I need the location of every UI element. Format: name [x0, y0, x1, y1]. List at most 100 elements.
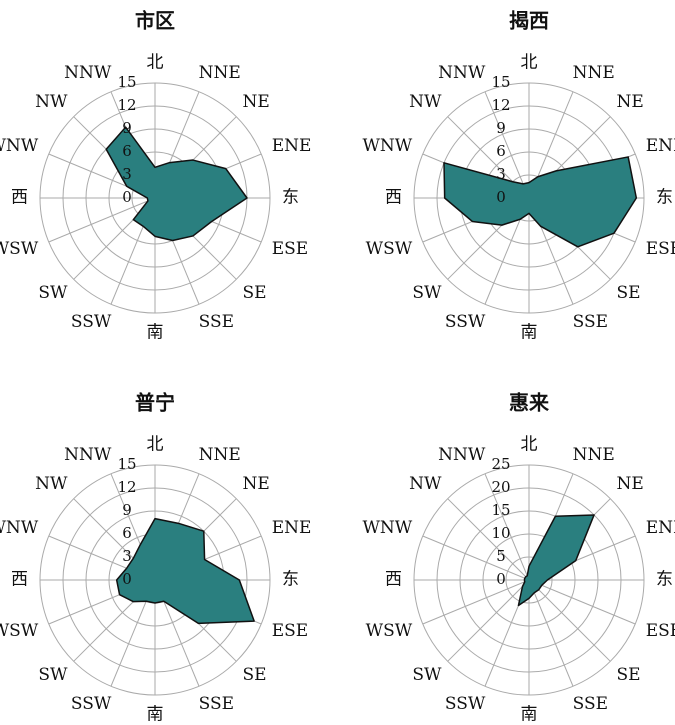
category-label: SW [38, 283, 68, 303]
radar-area [517, 514, 595, 607]
category-label: WNW [0, 136, 39, 156]
spoke [528, 579, 574, 687]
spoke [528, 579, 611, 662]
y-tick-label: 15 [117, 455, 136, 473]
category-label: ESE [272, 239, 308, 259]
chart-title: 市区 [135, 9, 175, 33]
category-label: SE [242, 283, 266, 303]
y-tick-label: 15 [117, 73, 136, 91]
category-label: 北 [521, 435, 538, 455]
category-label: ENE [272, 136, 312, 156]
category-label: 西 [11, 570, 28, 590]
category-label: SW [38, 665, 68, 685]
category-label: ENE [646, 136, 675, 156]
category-label: NE [616, 92, 643, 112]
spoke [447, 579, 530, 662]
category-label: WSW [366, 621, 413, 641]
y-tick-label: 3 [122, 547, 132, 565]
category-label: SSE [199, 312, 234, 332]
category-label: ENE [646, 518, 675, 538]
y-tick-label: 9 [496, 119, 506, 137]
category-label: SW [412, 283, 442, 303]
category-label: NE [242, 92, 269, 112]
category-label: SSW [71, 312, 112, 332]
category-label: NE [616, 474, 643, 494]
radar-area [115, 517, 255, 625]
category-label: 东 [656, 570, 673, 590]
category-label: NW [409, 92, 442, 112]
category-label: WNW [362, 136, 412, 156]
category-label: NNE [199, 445, 241, 465]
y-tick-label: 25 [491, 455, 510, 473]
category-label: 东 [282, 188, 299, 208]
chart-title: 惠来 [509, 391, 550, 415]
category-label: SSW [445, 312, 486, 332]
y-tick-label: 6 [122, 142, 132, 160]
category-label: 东 [656, 188, 673, 208]
category-label: 西 [385, 570, 402, 590]
category-label: ESE [646, 621, 675, 641]
category-label: NNW [438, 63, 486, 83]
category-label: ESE [646, 239, 675, 259]
category-label: WNW [362, 518, 412, 538]
category-label: 南 [521, 705, 538, 725]
y-tick-label: 5 [496, 547, 506, 565]
category-label: 南 [147, 705, 164, 725]
category-label: 西 [11, 188, 28, 208]
category-label: ESE [272, 621, 308, 641]
spoke [422, 535, 530, 581]
category-label: WSW [0, 621, 39, 641]
y-tick-label: 9 [122, 119, 132, 137]
category-label: SSW [445, 694, 486, 714]
spoke [484, 473, 530, 581]
y-tick-label: 0 [122, 570, 132, 588]
category-label: 南 [147, 323, 164, 343]
y-tick-label: 20 [491, 478, 510, 496]
spoke [447, 498, 530, 581]
y-tick-label: 10 [491, 524, 510, 542]
category-label: SSE [573, 312, 608, 332]
y-tick-label: 0 [122, 188, 132, 206]
category-label: WSW [0, 239, 39, 259]
spoke [422, 579, 530, 625]
category-label: 北 [147, 435, 164, 455]
category-label: SW [412, 665, 442, 685]
chart-title: 揭西 [509, 9, 549, 33]
spoke [484, 91, 530, 199]
y-tick-label: 15 [491, 73, 510, 91]
category-label: SE [242, 665, 266, 685]
category-label: NNE [573, 445, 615, 465]
category-label: 北 [147, 53, 164, 73]
category-label: NNE [573, 63, 615, 83]
category-label: 东 [282, 570, 299, 590]
y-tick-label: 12 [491, 96, 510, 114]
category-label: NNW [438, 445, 486, 465]
category-label: SSW [71, 694, 112, 714]
radar-area [105, 126, 248, 242]
category-label: NNE [199, 63, 241, 83]
y-tick-label: 6 [122, 524, 132, 542]
chart-title: 普宁 [135, 391, 175, 415]
category-label: NE [242, 474, 269, 494]
y-tick-label: 0 [496, 570, 506, 588]
y-tick-label: 6 [496, 142, 506, 160]
spoke [48, 197, 156, 243]
y-tick-label: 12 [117, 96, 136, 114]
y-tick-label: 15 [491, 501, 510, 519]
category-label: NNW [64, 445, 112, 465]
y-tick-label: 9 [122, 501, 132, 519]
radar-area [443, 156, 638, 248]
category-label: WNW [0, 518, 39, 538]
category-label: ENE [272, 518, 312, 538]
y-tick-label: 12 [117, 478, 136, 496]
category-label: 南 [521, 323, 538, 343]
y-tick-label: 0 [496, 188, 506, 206]
category-label: 北 [521, 53, 538, 73]
category-label: NW [409, 474, 442, 494]
spoke [528, 579, 636, 625]
category-label: SE [616, 665, 640, 685]
category-label: NW [35, 474, 68, 494]
category-label: WSW [366, 239, 413, 259]
y-tick-label: 3 [122, 165, 132, 183]
